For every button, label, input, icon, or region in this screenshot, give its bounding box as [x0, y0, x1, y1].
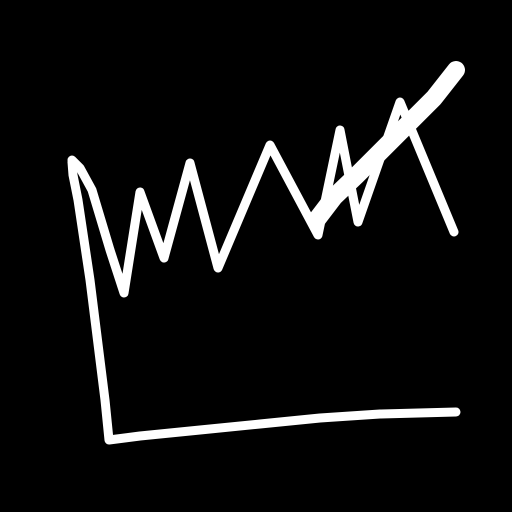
diagonal-thick-stroke: [309, 61, 465, 227]
axes-stroke: [67, 157, 461, 445]
